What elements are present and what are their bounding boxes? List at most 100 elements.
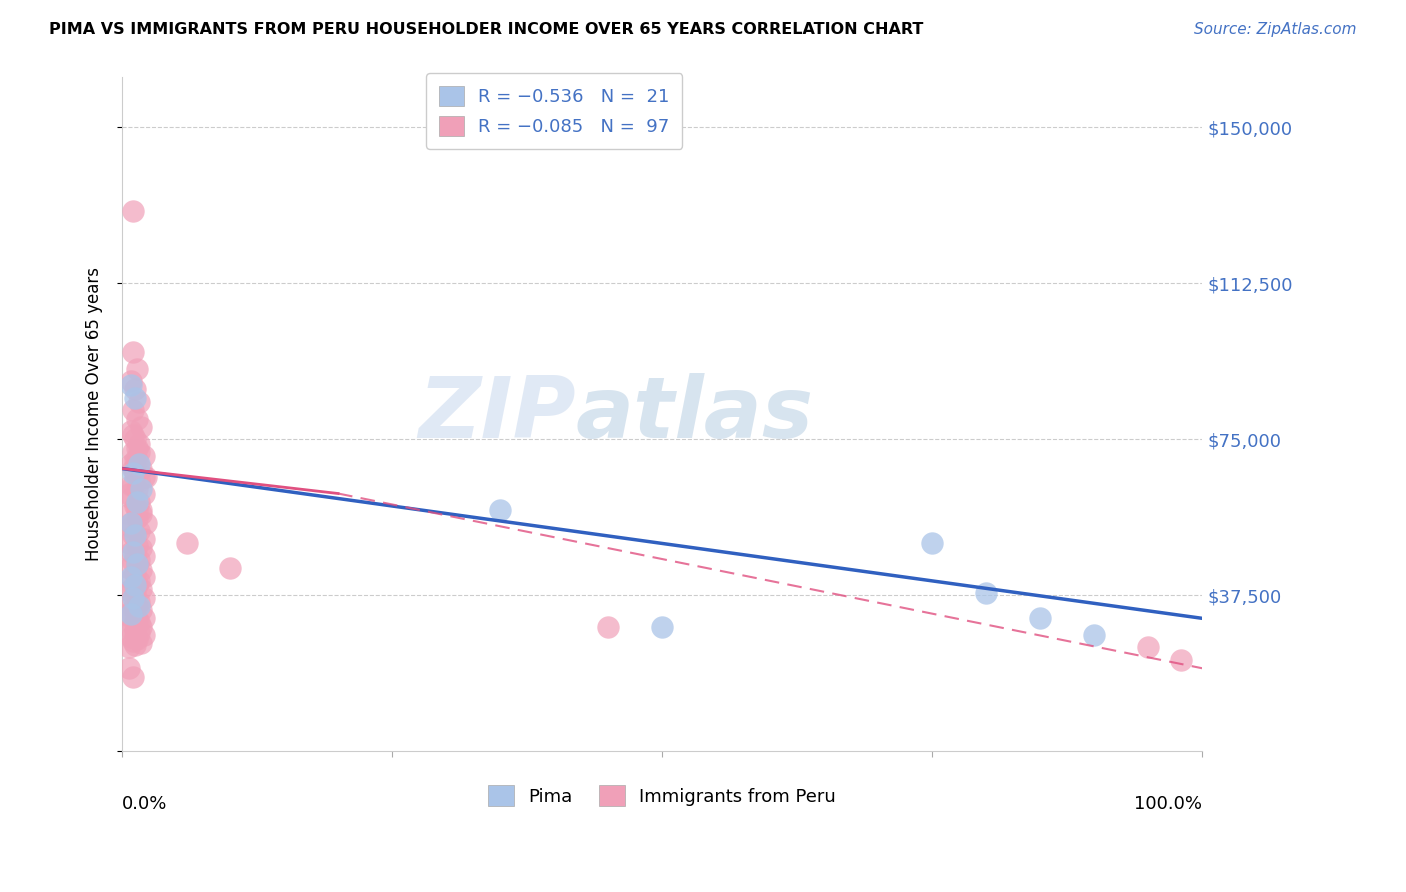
Point	[128, 599, 150, 613]
Point	[128, 495, 150, 509]
Point	[127, 361, 149, 376]
Point	[121, 345, 143, 359]
Point	[974, 586, 997, 600]
Point	[121, 478, 143, 492]
Point	[124, 499, 146, 513]
Point	[1170, 653, 1192, 667]
Point	[120, 605, 142, 619]
Point	[124, 607, 146, 622]
Point	[127, 495, 149, 509]
Point	[120, 572, 142, 586]
Point	[651, 620, 673, 634]
Point	[121, 580, 143, 594]
Point	[127, 503, 149, 517]
Point	[127, 411, 149, 425]
Point	[128, 626, 150, 640]
Point	[117, 486, 139, 500]
Point	[132, 549, 155, 563]
Point	[132, 533, 155, 547]
Point	[124, 528, 146, 542]
Point	[120, 374, 142, 388]
Point	[121, 617, 143, 632]
Point	[121, 403, 143, 417]
Point	[120, 378, 142, 392]
Point	[219, 561, 242, 575]
Point	[124, 586, 146, 600]
Point	[121, 466, 143, 480]
Point	[131, 508, 153, 522]
Point	[128, 615, 150, 630]
Point	[120, 424, 142, 438]
Point	[176, 536, 198, 550]
Point	[117, 584, 139, 599]
Point	[131, 503, 153, 517]
Text: 0.0%: 0.0%	[122, 796, 167, 814]
Point	[120, 516, 142, 530]
Point	[135, 516, 157, 530]
Text: 100.0%: 100.0%	[1135, 796, 1202, 814]
Point	[1083, 628, 1105, 642]
Point	[121, 545, 143, 559]
Point	[121, 428, 143, 442]
Text: ZIP: ZIP	[418, 373, 575, 456]
Point	[124, 391, 146, 405]
Point	[127, 511, 149, 525]
Point	[121, 203, 143, 218]
Point	[131, 483, 153, 497]
Point	[127, 578, 149, 592]
Point	[132, 591, 155, 605]
Point	[127, 483, 149, 497]
Point	[127, 632, 149, 647]
Point	[124, 528, 146, 542]
Point	[131, 582, 153, 597]
Point	[120, 520, 142, 534]
Legend: Pima, Immigrants from Peru: Pima, Immigrants from Peru	[481, 778, 844, 814]
Point	[127, 441, 149, 455]
Point	[124, 578, 146, 592]
Point	[128, 445, 150, 459]
Point	[128, 474, 150, 488]
Point	[1029, 611, 1052, 625]
Point	[127, 614, 149, 628]
Point	[121, 669, 143, 683]
Point	[117, 640, 139, 655]
Point	[121, 445, 143, 459]
Point	[120, 570, 142, 584]
Point	[127, 453, 149, 467]
Point	[131, 564, 153, 578]
Point	[132, 570, 155, 584]
Text: Source: ZipAtlas.com: Source: ZipAtlas.com	[1194, 22, 1357, 37]
Point	[128, 436, 150, 450]
Point	[598, 620, 620, 634]
Point	[128, 524, 150, 538]
Point	[121, 591, 143, 605]
Point	[121, 528, 143, 542]
Point	[124, 624, 146, 638]
Point	[124, 466, 146, 480]
Point	[132, 628, 155, 642]
Point	[128, 574, 150, 588]
Point	[120, 458, 142, 472]
Point	[120, 607, 142, 622]
Point	[128, 395, 150, 409]
Point	[127, 558, 149, 572]
Y-axis label: Householder Income Over 65 years: Householder Income Over 65 years	[86, 268, 103, 561]
Point	[131, 620, 153, 634]
Point	[128, 553, 150, 567]
Point	[120, 478, 142, 492]
Point	[489, 503, 512, 517]
Point	[121, 634, 143, 648]
Point	[120, 622, 142, 636]
Point	[120, 491, 142, 505]
Point	[121, 555, 143, 569]
Point	[124, 433, 146, 447]
Point	[124, 547, 146, 561]
Point	[135, 470, 157, 484]
Point	[117, 536, 139, 550]
Point	[132, 486, 155, 500]
Point	[127, 539, 149, 553]
Point	[128, 458, 150, 472]
Point	[132, 470, 155, 484]
Point	[120, 592, 142, 607]
Point	[131, 420, 153, 434]
